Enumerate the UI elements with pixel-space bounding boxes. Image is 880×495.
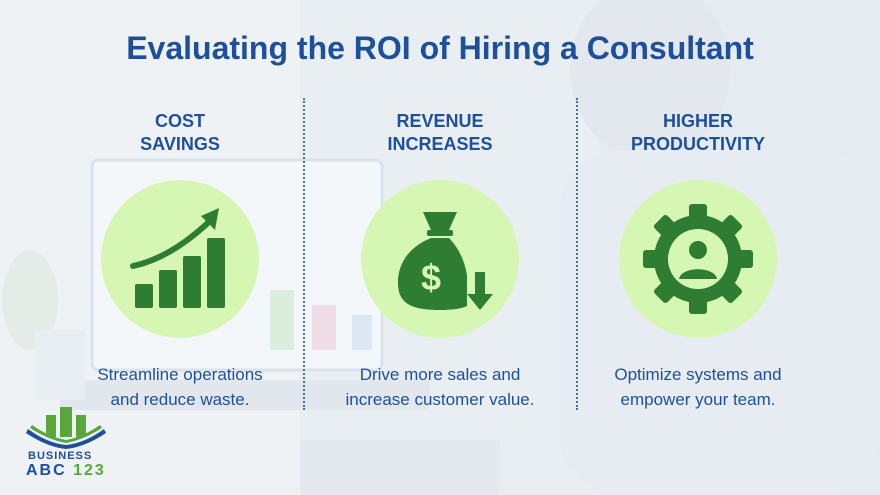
column-heading: COST SAVINGS xyxy=(60,110,300,156)
column-divider-left xyxy=(303,98,305,410)
desc-line-2: empower your team. xyxy=(620,390,776,409)
desc-line-2: and reduce waste. xyxy=(110,390,250,409)
column-description: Streamline operations and reduce waste. xyxy=(60,362,300,412)
book-buildings-icon xyxy=(26,407,106,449)
heading-line-2: PRODUCTIVITY xyxy=(630,134,765,154)
gear-person-icon xyxy=(643,204,753,314)
svg-text:$: $ xyxy=(421,257,441,298)
logo-text-business: BUSINESS xyxy=(28,450,93,462)
desc-line-1: Streamline operations xyxy=(97,365,263,384)
growth-chart-icon xyxy=(130,208,225,308)
page-title: Evaluating the ROI of Hiring a Consultan… xyxy=(126,30,754,66)
column-heading: HIGHER PRODUCTIVITY xyxy=(578,110,818,156)
column-heading: REVENUE INCREASES xyxy=(320,110,560,156)
heading-line-1: REVENUE xyxy=(396,111,484,131)
money-bag-icon: $ xyxy=(397,212,493,310)
icon-circle: $ xyxy=(361,180,519,338)
column-revenue-increases: REVENUE INCREASES $ Drive more sales and… xyxy=(320,110,560,412)
icon-circle xyxy=(619,180,777,338)
column-divider-right xyxy=(576,98,578,410)
heading-line-2: SAVINGS xyxy=(140,134,220,154)
logo-abc: ABC xyxy=(26,462,67,479)
heading-line-1: HIGHER xyxy=(662,111,733,131)
column-description: Optimize systems and empower your team. xyxy=(578,362,818,412)
desc-line-2: increase customer value. xyxy=(345,390,535,409)
column-cost-savings: COST SAVINGS Streamline operations and r… xyxy=(60,110,300,412)
column-description: Drive more sales and increase customer v… xyxy=(320,362,560,412)
desc-line-1: Drive more sales and xyxy=(359,365,521,384)
logo-123: 123 xyxy=(73,462,106,479)
icon-circle xyxy=(101,180,259,338)
business-abc-123-logo: BUSINESS ABC 123 xyxy=(22,405,114,480)
logo-text-abc123: ABC 123 xyxy=(26,462,106,480)
heading-line-1: COST xyxy=(154,111,205,131)
heading-line-2: INCREASES xyxy=(387,134,493,154)
desc-line-1: Optimize systems and xyxy=(614,365,782,384)
column-higher-productivity: HIGHER PRODUCTIVITY Optimize systems and… xyxy=(578,110,818,412)
